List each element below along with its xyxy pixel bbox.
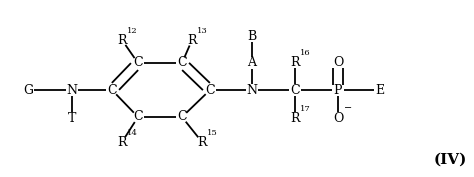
Text: C: C <box>133 110 143 124</box>
Text: C: C <box>107 84 117 96</box>
Text: −: − <box>344 104 352 113</box>
Text: C: C <box>205 84 215 96</box>
Text: T: T <box>68 112 76 124</box>
Text: O: O <box>333 112 343 124</box>
Text: C: C <box>177 110 187 124</box>
Text: N: N <box>66 84 78 96</box>
Text: 12: 12 <box>127 27 137 35</box>
Text: R: R <box>187 33 197 47</box>
Text: B: B <box>247 30 256 42</box>
Text: 16: 16 <box>300 49 310 57</box>
Text: C: C <box>133 56 143 70</box>
Text: N: N <box>246 84 257 96</box>
Text: R: R <box>117 33 127 47</box>
Text: (IV): (IV) <box>433 153 467 167</box>
Text: P: P <box>334 84 342 96</box>
Text: O: O <box>333 56 343 70</box>
Text: R: R <box>197 136 207 149</box>
Text: E: E <box>375 84 384 96</box>
Text: 13: 13 <box>197 27 208 35</box>
Text: A: A <box>247 56 256 70</box>
Text: 14: 14 <box>127 129 138 137</box>
Text: C: C <box>177 56 187 70</box>
Text: C: C <box>290 84 300 96</box>
Text: 15: 15 <box>207 129 218 137</box>
Text: R: R <box>290 112 300 124</box>
Text: G: G <box>23 84 33 96</box>
Text: R: R <box>290 56 300 68</box>
Text: 17: 17 <box>300 105 311 113</box>
Text: R: R <box>117 136 127 149</box>
